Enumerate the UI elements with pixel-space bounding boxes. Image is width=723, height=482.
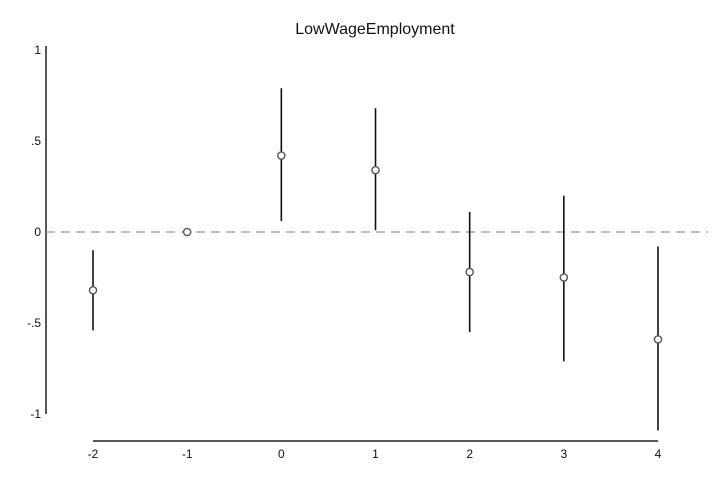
point-estimate-marker bbox=[653, 335, 663, 344]
x-tick-label: 3 bbox=[560, 447, 567, 461]
y-tick-label: 0 bbox=[34, 225, 41, 239]
x-tick-label: -1 bbox=[182, 447, 193, 461]
point-estimate-marker bbox=[182, 227, 192, 237]
x-tick-label: 0 bbox=[278, 447, 285, 461]
point-estimate-marker bbox=[559, 273, 569, 282]
point-estimate-marker bbox=[371, 165, 380, 175]
x-tick-label: 4 bbox=[655, 447, 662, 461]
x-tick-label: 2 bbox=[466, 447, 473, 461]
y-tick-label: 1 bbox=[34, 43, 41, 57]
point-estimate-marker bbox=[88, 285, 98, 295]
point-estimate-marker bbox=[277, 151, 286, 160]
point-estimate-marker bbox=[465, 267, 474, 277]
y-axis-ticks: 1 .5 0 -.5 -1 bbox=[27, 43, 41, 421]
x-axis-ticks: -2 -1 0 1 2 3 4 bbox=[88, 447, 662, 461]
y-tick-label: -1 bbox=[30, 407, 41, 421]
x-tick-label: -2 bbox=[88, 447, 99, 461]
x-tick-label: 1 bbox=[372, 447, 379, 461]
y-tick-label: -.5 bbox=[27, 316, 41, 330]
plot-marks bbox=[88, 88, 663, 431]
y-tick-label: .5 bbox=[31, 134, 41, 148]
chart-title: LowWageEmployment bbox=[295, 21, 455, 38]
